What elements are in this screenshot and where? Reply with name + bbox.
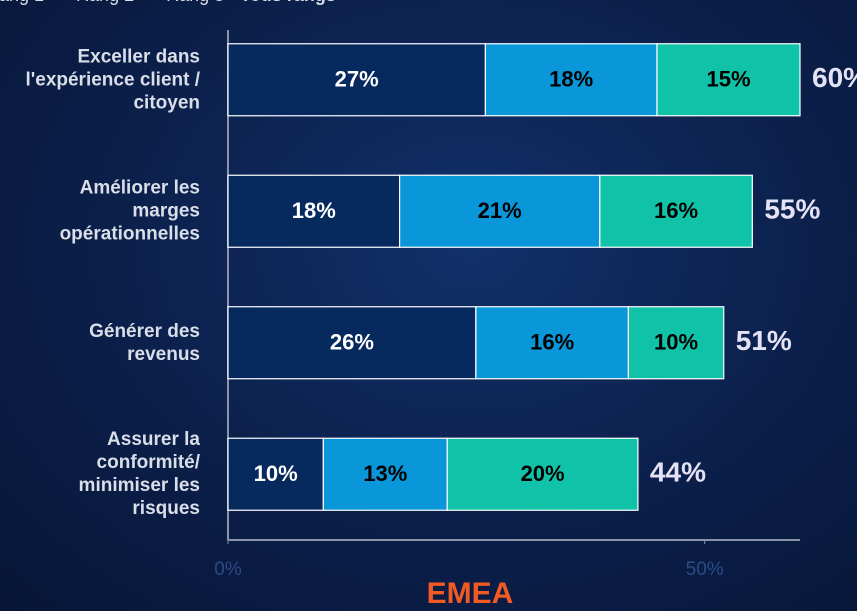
bar-segment <box>322 437 448 511</box>
value-label: 13% <box>363 461 407 486</box>
value-label: 10% <box>254 461 298 486</box>
bar-segment <box>627 306 725 380</box>
value-label: 15% <box>706 67 750 92</box>
bar-segment <box>399 174 601 248</box>
value-label: 18% <box>549 67 593 92</box>
bar-segment <box>227 437 324 511</box>
chart-title: EMEA <box>427 577 514 610</box>
total-label: 55% <box>764 194 820 225</box>
bar-segment <box>227 306 477 380</box>
total-label: 60% <box>812 62 857 93</box>
bar-segment <box>475 306 630 380</box>
legend-label: Rang 3 <box>166 0 224 5</box>
bar-segment <box>227 174 401 248</box>
x-tick-label: 0% <box>214 559 242 580</box>
value-label: 16% <box>654 198 698 223</box>
legend-label: Rang 1 <box>0 0 44 5</box>
legend-label: Tous rangs <box>240 0 336 5</box>
bar-segment <box>656 43 801 117</box>
bar-segment <box>446 437 639 511</box>
value-label: 16% <box>530 330 574 355</box>
total-label: 51% <box>736 325 792 356</box>
total-label: 44% <box>650 457 706 488</box>
value-label: 21% <box>478 198 522 223</box>
category-label: Assurer la conformité/ minimiser les ris… <box>78 429 200 520</box>
value-label: 27% <box>335 67 379 92</box>
category-label: Améliorer les marges opérationnelles <box>59 177 200 245</box>
value-label: 10% <box>654 330 698 355</box>
category-label: Générer des revenus <box>89 320 200 365</box>
value-label: 20% <box>521 461 565 486</box>
value-label: 18% <box>292 198 336 223</box>
bar-segment <box>484 43 658 117</box>
x-tick-label: 50% <box>686 559 724 580</box>
legend-label: Rang 2 <box>76 0 134 5</box>
value-label: 26% <box>330 330 374 355</box>
bar-segment <box>227 43 486 117</box>
category-label: Exceller dans l'expérience client / cito… <box>25 46 200 114</box>
bar-segment <box>599 174 753 248</box>
